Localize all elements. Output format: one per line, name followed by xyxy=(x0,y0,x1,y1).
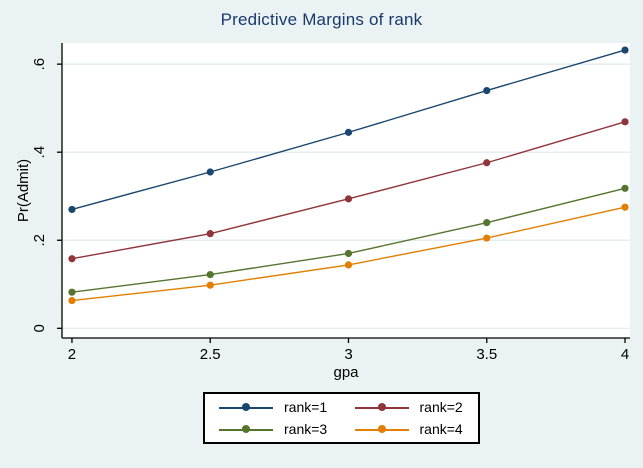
data-point-rank=4-gpa3 xyxy=(344,261,353,269)
data-point-rank=3-gpa2 xyxy=(68,288,76,296)
data-point-rank=1-gpa3.5 xyxy=(483,86,491,95)
x-tick-label: 4 xyxy=(621,346,629,363)
x-tick-label: 3.5 xyxy=(476,346,497,363)
legend-label: rank=1 xyxy=(284,399,328,415)
data-point-rank=2-gpa2.5 xyxy=(206,230,214,238)
x-tick-label: 3 xyxy=(344,346,352,363)
y-tick-label: .2 xyxy=(31,234,48,247)
legend-dot-icon xyxy=(377,425,386,433)
legend-item-rank4: rank=4 xyxy=(354,421,467,437)
data-point-rank=4-gpa3.5 xyxy=(483,234,491,242)
data-point-rank=2-gpa3 xyxy=(344,195,353,203)
data-point-rank=3-gpa3 xyxy=(344,249,353,258)
y-tick-label: .4 xyxy=(31,146,48,159)
line-marker-swatch xyxy=(219,403,273,412)
legend-dot-icon xyxy=(242,403,250,411)
data-point-rank=1-gpa2.5 xyxy=(206,168,214,176)
x-tick-label: 2.5 xyxy=(200,346,221,363)
x-tick-label: 2 xyxy=(68,346,76,363)
data-point-rank=4-gpa2.5 xyxy=(206,281,214,289)
data-point-rank=1-gpa3 xyxy=(344,128,353,136)
legend-dot-icon xyxy=(242,425,250,433)
legend-label: rank=4 xyxy=(419,421,463,437)
data-point-rank=1-gpa2 xyxy=(68,205,76,214)
legend-item-rank1: rank=1 xyxy=(219,399,331,415)
data-point-rank=4-gpa4 xyxy=(621,203,629,211)
plot-area xyxy=(62,43,630,338)
data-point-rank=1-gpa4 xyxy=(621,46,629,54)
line-marker-swatch xyxy=(219,425,273,434)
legend-label: rank=3 xyxy=(284,421,328,437)
y-axis-title-text: Pr(Admit) xyxy=(15,158,33,222)
data-point-rank=2-gpa4 xyxy=(621,118,629,126)
data-point-rank=3-gpa4 xyxy=(621,184,629,192)
data-point-rank=2-gpa3.5 xyxy=(483,159,491,167)
data-point-rank=3-gpa2.5 xyxy=(206,270,214,279)
legend-item-rank3: rank=3 xyxy=(219,421,331,437)
x-axis-title: gpa xyxy=(333,364,359,381)
legend-label: rank=2 xyxy=(419,399,463,415)
data-point-rank=2-gpa2 xyxy=(68,255,76,263)
chart-title: Predictive Margins of rank xyxy=(220,10,423,29)
legend-item-rank2: rank=2 xyxy=(354,399,467,415)
data-point-rank=3-gpa3.5 xyxy=(483,219,491,227)
y-tick-label: 0 xyxy=(31,324,48,332)
line-marker-swatch xyxy=(354,425,409,434)
legend-dot-icon xyxy=(377,403,386,411)
legend-box: rank=1 rank=2 rank=3 rank=4 xyxy=(203,392,480,444)
line-marker-swatch xyxy=(354,403,409,412)
y-tick-label: .6 xyxy=(31,58,48,71)
data-point-rank=4-gpa2 xyxy=(68,296,76,305)
